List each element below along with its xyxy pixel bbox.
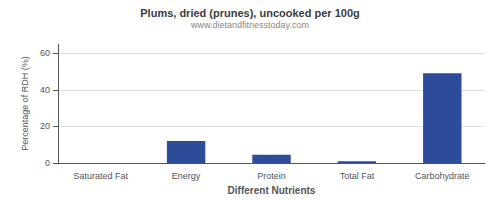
svg-text:60: 60 bbox=[40, 48, 50, 58]
svg-text:40: 40 bbox=[40, 85, 50, 95]
svg-text:Saturated Fat: Saturated Fat bbox=[73, 171, 128, 181]
svg-text:0: 0 bbox=[45, 158, 50, 168]
svg-text:Percentage of RDH (%): Percentage of RDH (%) bbox=[20, 56, 30, 151]
svg-text:Carbohydrate: Carbohydrate bbox=[415, 171, 470, 181]
svg-text:Protein: Protein bbox=[257, 171, 286, 181]
svg-text:20: 20 bbox=[40, 121, 50, 131]
svg-text:Different Nutrients: Different Nutrients bbox=[228, 185, 316, 196]
svg-text:www.dietandfitnesstoday.com: www.dietandfitnesstoday.com bbox=[190, 20, 309, 30]
svg-text:Energy: Energy bbox=[172, 171, 201, 181]
svg-text:Plums, dried (prunes), uncooke: Plums, dried (prunes), uncooked per 100g bbox=[140, 7, 359, 19]
svg-text:Total Fat: Total Fat bbox=[340, 171, 375, 181]
